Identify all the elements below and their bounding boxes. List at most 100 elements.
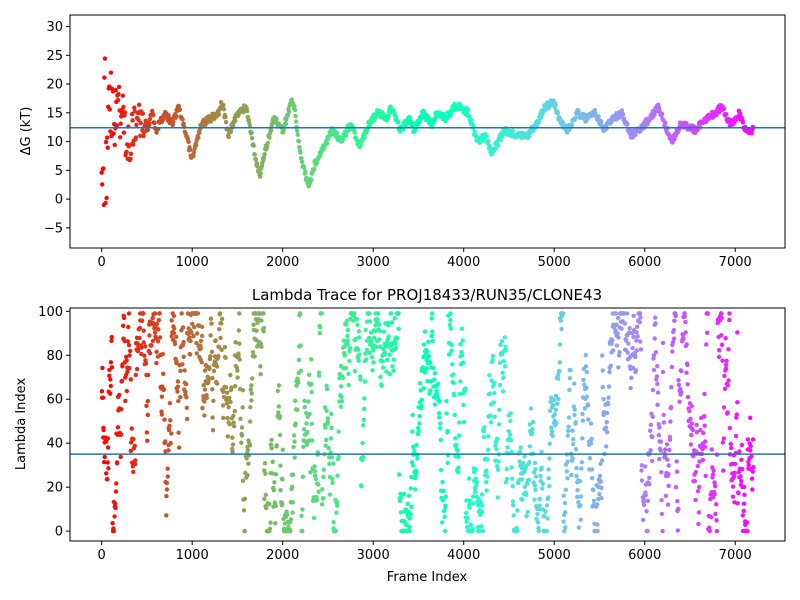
lambda-point [464,519,469,524]
lambda-point [465,525,470,530]
lambda-point [442,528,448,534]
lambda-point [559,326,564,332]
delta-g-point [100,182,105,187]
lambda-point [549,428,555,434]
lambda-point [128,448,133,454]
lambda-point [202,387,208,392]
lambda-point [633,368,639,373]
lambda-point [723,362,729,367]
lambda-point [280,447,285,452]
lambda-point [113,501,118,507]
lambda-point [575,494,580,500]
lambda-point [717,348,722,353]
lambda-point [230,435,235,440]
lambda-point [262,461,268,466]
lambda-point [546,467,551,472]
lambda-y-ticks: 0 20 40 60 80 100 [38,305,70,540]
delta-g-point [255,164,260,169]
lambda-point [515,508,520,513]
lambda-point [481,429,486,434]
lambda-point [319,502,325,507]
lambda-point [338,404,343,409]
delta-g-point [293,113,298,119]
lambda-point [363,327,368,333]
lambda-point [474,480,479,485]
lambda-point [273,472,279,477]
lambda-point [312,469,318,474]
delta-g-point [102,75,107,80]
lambda-point [611,348,616,353]
lambda-point [174,334,179,339]
lambda-point [626,341,631,346]
delta-g-point [663,120,668,126]
lambda-point [145,412,150,418]
lambda-point [118,454,123,460]
lambda-point [452,412,457,418]
delta-g-point [659,111,665,117]
lambda-point [178,395,183,400]
lambda-point [343,366,349,371]
delta-g-point [251,143,256,148]
lambda-point [641,497,646,502]
lambda-point [583,352,588,358]
lambda-point [576,500,581,505]
x-tick-label: 4000 [447,548,480,563]
lambda-point [141,328,146,333]
delta-g-point [292,107,298,113]
lambda-point [342,353,347,358]
delta-g-point [466,107,471,113]
lambda-point [120,364,125,369]
lambda-point [522,454,527,459]
lambda-point [126,324,131,330]
lambda-point [304,421,309,426]
x-tick-label: 3000 [357,548,390,563]
lambda-point [683,319,688,325]
lambda-point [460,338,465,343]
lambda-point [675,528,680,533]
lambda-point [249,383,254,388]
lambda-point [653,315,658,320]
lambda-point [209,321,214,326]
delta-g-point [216,112,222,117]
lambda-point [316,482,321,487]
delta-g-point [116,91,121,97]
delta-g-point [230,123,236,128]
lambda-point [429,316,434,321]
lambda-point [669,364,675,370]
lambda-point [590,476,595,481]
lambda-point [600,384,605,390]
lambda-point [488,420,494,425]
lambda-point [308,357,314,362]
lambda-point [421,386,426,391]
x-tick-label: 7000 [719,548,752,563]
lambda-point [176,430,181,435]
lambda-point [168,441,173,446]
lambda-point [314,497,320,502]
delta-g-point [295,128,300,133]
lambda-point [397,498,403,504]
delta-g-point [620,112,626,117]
lambda-point [291,433,297,438]
lambda-point [166,448,171,453]
lambda-point [584,394,590,399]
lambda-point [211,368,217,374]
delta-g-point [555,110,560,116]
lambda-point [503,344,508,350]
lambda-point [751,465,756,470]
lambda-point [614,311,619,316]
lambda-point [458,342,463,347]
lambda-point [368,339,374,344]
lambda-point [563,510,568,515]
lambda-point [318,325,323,330]
lambda-point [480,528,486,534]
lambda-point [117,392,122,398]
lambda-point [247,443,253,448]
lambda-point [262,468,267,473]
lambda-point [510,476,515,481]
lambda-point [375,311,381,316]
lambda-point [550,433,555,438]
delta-g-point [334,130,339,135]
delta-g-point [191,153,196,159]
lambda-point [710,472,716,477]
lambda-point [601,397,606,402]
